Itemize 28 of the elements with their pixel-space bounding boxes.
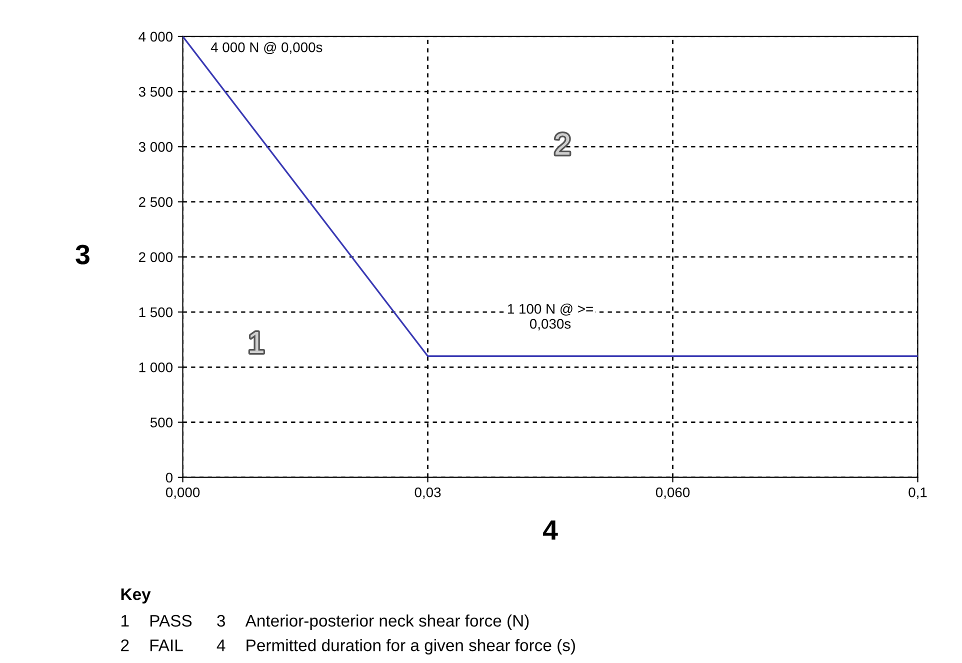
- annotation: 1 100 N @ >= 0,030s: [508, 304, 593, 330]
- x-tick-label: 0,000: [166, 487, 200, 499]
- y-tick-label: 1 000: [139, 362, 173, 372]
- annotation: 1: [250, 332, 264, 353]
- x-tick-label: 0,1: [908, 487, 927, 499]
- annotation: 4 000 N @ 0,000s: [210, 42, 322, 54]
- text: FAIL: [150, 640, 183, 652]
- x-tick-label: 0,03: [414, 487, 441, 499]
- text: Permitted duration for a given shear force (s): [246, 638, 575, 655]
- x-tick-label: 0,060: [656, 487, 690, 499]
- y-tick-label: 0: [166, 472, 173, 483]
- text: Anterior-posterior neck shear force (N): [245, 614, 529, 630]
- text: 2: [121, 639, 129, 652]
- x-axis-title: 4: [542, 520, 558, 540]
- y-axis-title: 3: [76, 244, 90, 264]
- text: 3: [217, 614, 225, 627]
- y-tick-label: 2 500: [139, 197, 173, 207]
- y-tick-label: 3 000: [138, 142, 173, 152]
- y-tick-label: 1 500: [139, 307, 173, 318]
- y-tick-label: 4 000: [138, 32, 173, 42]
- text: PASS: [150, 614, 192, 627]
- text: 1: [122, 615, 129, 627]
- y-tick-label: 500: [150, 418, 173, 428]
- text: Key: [121, 588, 151, 604]
- y-tick-label: 2 000: [139, 252, 173, 262]
- annotation: 2: [556, 133, 570, 155]
- y-tick-label: 3 500: [138, 86, 173, 97]
- text: 4: [216, 640, 226, 652]
